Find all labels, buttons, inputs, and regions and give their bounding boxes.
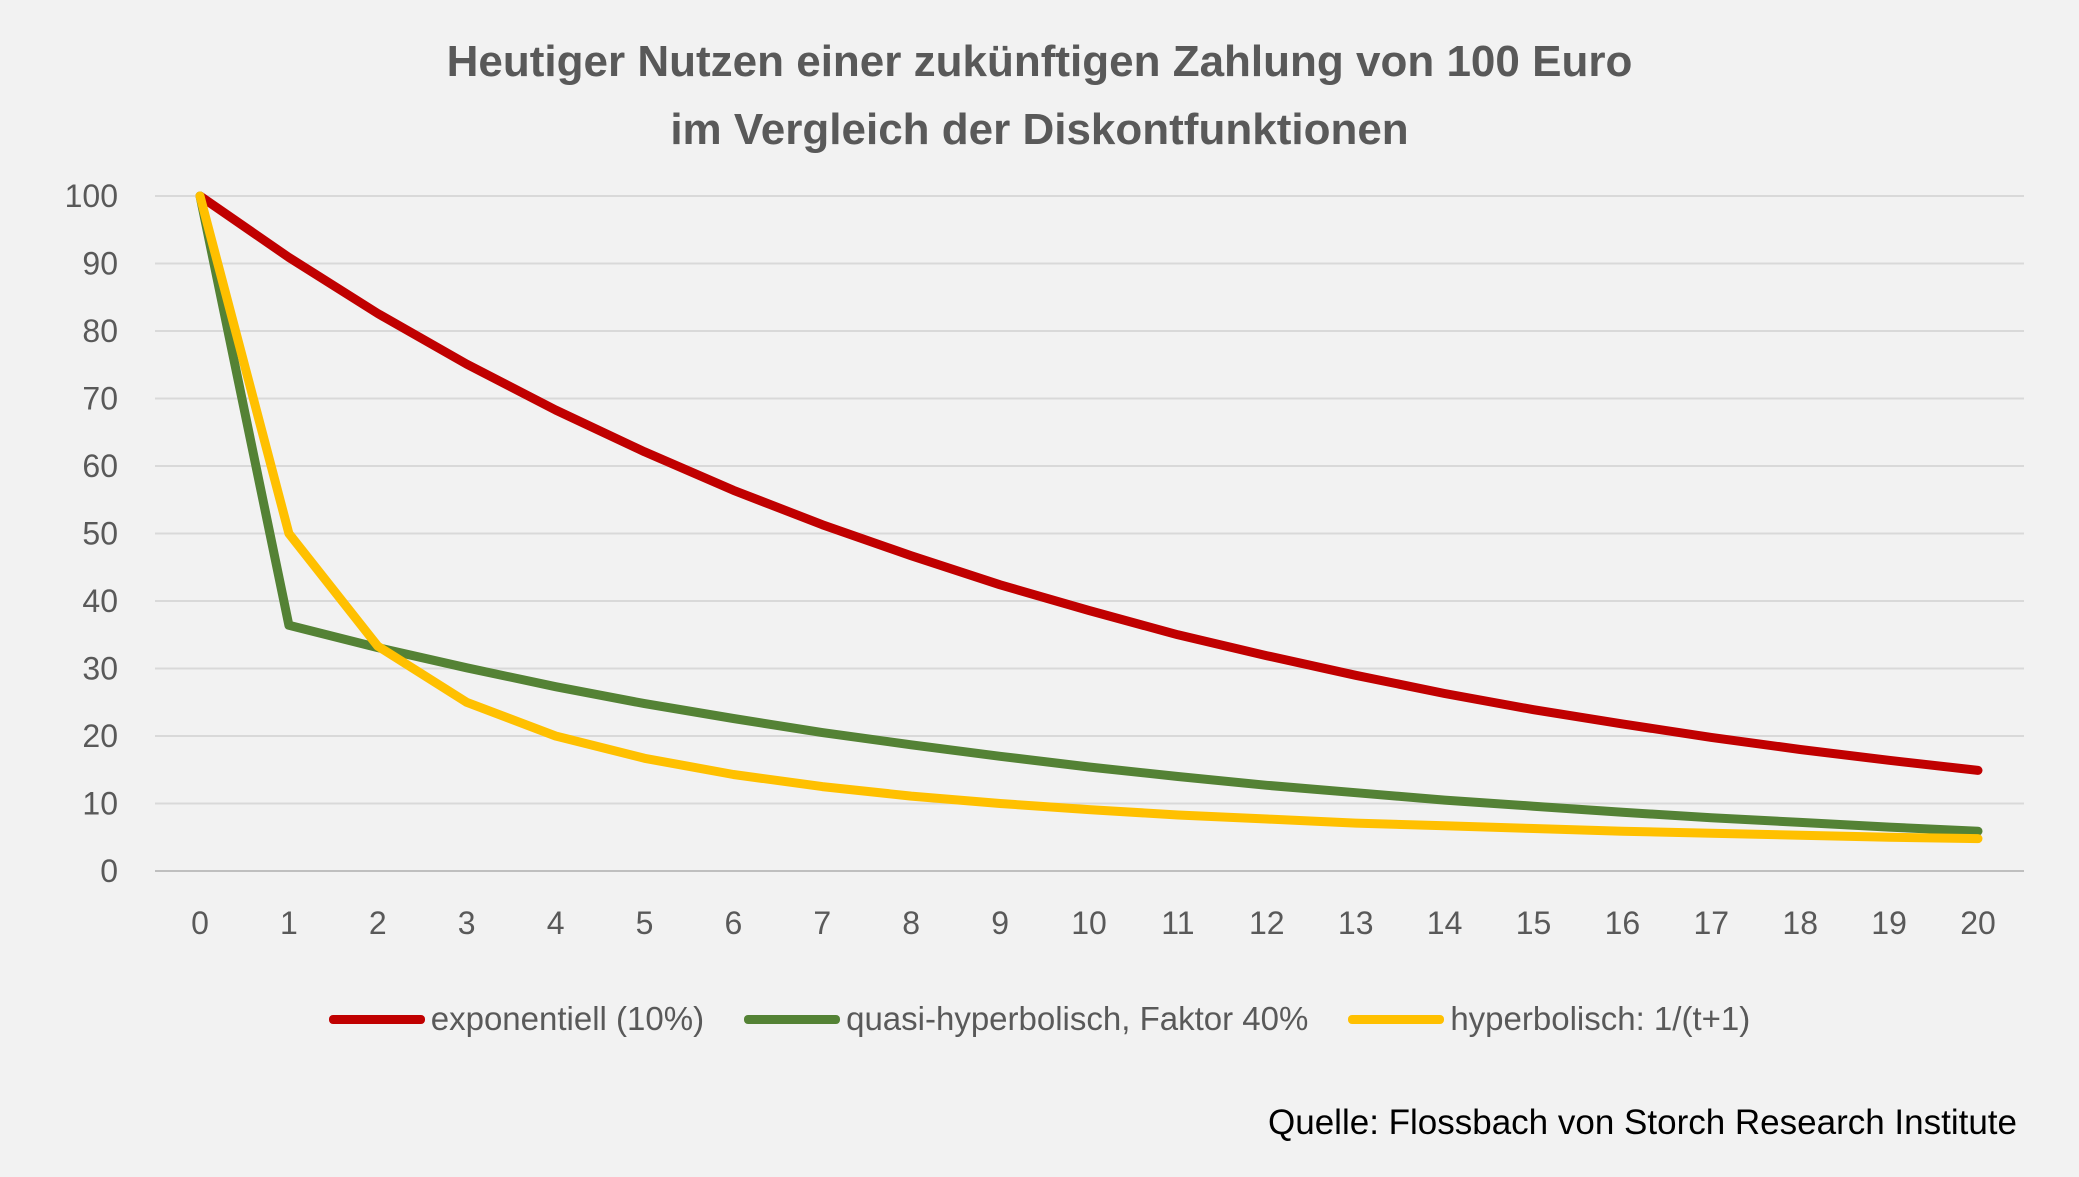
legend: exponentiell (10%) quasi-hyperbolisch, F…	[0, 1000, 2079, 1038]
y-tick-label: 70	[82, 381, 118, 417]
chart-title-line-1: Heutiger Nutzen einer zukünftigen Zahlun…	[446, 37, 1633, 86]
y-axis-tick-labels: 0 10 20 30 40 50 60 70 80 90 100	[65, 178, 118, 889]
x-tick-label: 15	[1516, 905, 1552, 941]
x-tick-label: 16	[1605, 905, 1641, 941]
series-line-exponential	[195, 191, 1983, 775]
x-tick-label: 20	[1960, 905, 1996, 941]
gridlines	[155, 195, 2024, 872]
legend-label-quasi-hyperbolic: quasi-hyperbolisch, Faktor 40%	[846, 1000, 1309, 1037]
legend-label-hyperbolic: hyperbolisch: 1/(t+1)	[1450, 1000, 1751, 1037]
chart-title: Heutiger Nutzen einer zukünftigen Zahlun…	[0, 28, 2079, 164]
x-tick-label: 14	[1427, 905, 1463, 941]
y-tick-label: 30	[82, 651, 118, 687]
y-tick-label: 10	[82, 786, 118, 822]
legend-item-hyperbolic: hyperbolisch: 1/(t+1)	[1348, 1000, 1750, 1038]
chart-title-line-2: im Vergleich der Diskontfunktionen	[670, 105, 1409, 154]
x-tick-label: 17	[1694, 905, 1730, 941]
series-line-hyperbolic	[195, 191, 1983, 844]
x-tick-label: 3	[458, 905, 476, 941]
y-tick-label: 100	[65, 178, 118, 214]
legend-item-quasi-hyperbolic: quasi-hyperbolisch, Faktor 40%	[744, 1000, 1308, 1038]
x-tick-label: 6	[725, 905, 743, 941]
x-tick-label: 2	[369, 905, 387, 941]
y-tick-label: 0	[100, 853, 118, 889]
legend-swatch-hyperbolic	[1348, 1014, 1445, 1024]
legend-label-exponential: exponentiell (10%)	[430, 1000, 705, 1037]
x-tick-label: 10	[1071, 905, 1107, 941]
y-tick-label: 50	[82, 516, 118, 552]
y-tick-label: 20	[82, 718, 118, 754]
y-tick-label: 80	[82, 313, 118, 349]
source-note: Quelle: Flossbach von Storch Research In…	[1268, 1103, 2017, 1142]
x-tick-label: 13	[1338, 905, 1374, 941]
x-tick-label: 8	[902, 905, 920, 941]
legend-swatch-quasi-hyperbolic	[744, 1014, 841, 1024]
x-tick-label: 7	[813, 905, 831, 941]
x-tick-label: 4	[547, 905, 565, 941]
legend-swatch-exponential	[328, 1014, 425, 1024]
x-tick-label: 11	[1161, 905, 1194, 941]
x-tick-label: 5	[636, 905, 654, 941]
x-tick-label: 0	[191, 905, 209, 941]
x-axis-tick-labels: 0 1 2 3 4 5 6 7 8 9 10 11 12 13 14 15 16 17 18 19 20	[191, 905, 1996, 941]
y-tick-label: 90	[82, 246, 118, 282]
x-tick-label: 18	[1782, 905, 1818, 941]
x-tick-label: 19	[1871, 905, 1907, 941]
x-tick-label: 12	[1249, 905, 1285, 941]
y-tick-label: 40	[82, 583, 118, 619]
series-lines	[195, 191, 1983, 844]
x-tick-label: 9	[991, 905, 1009, 941]
x-tick-label: 1	[280, 905, 298, 941]
series-line-quasi-hyperbolic	[195, 191, 1983, 836]
legend-item-exponential: exponentiell (10%)	[328, 1000, 705, 1038]
y-tick-label: 60	[82, 448, 118, 484]
